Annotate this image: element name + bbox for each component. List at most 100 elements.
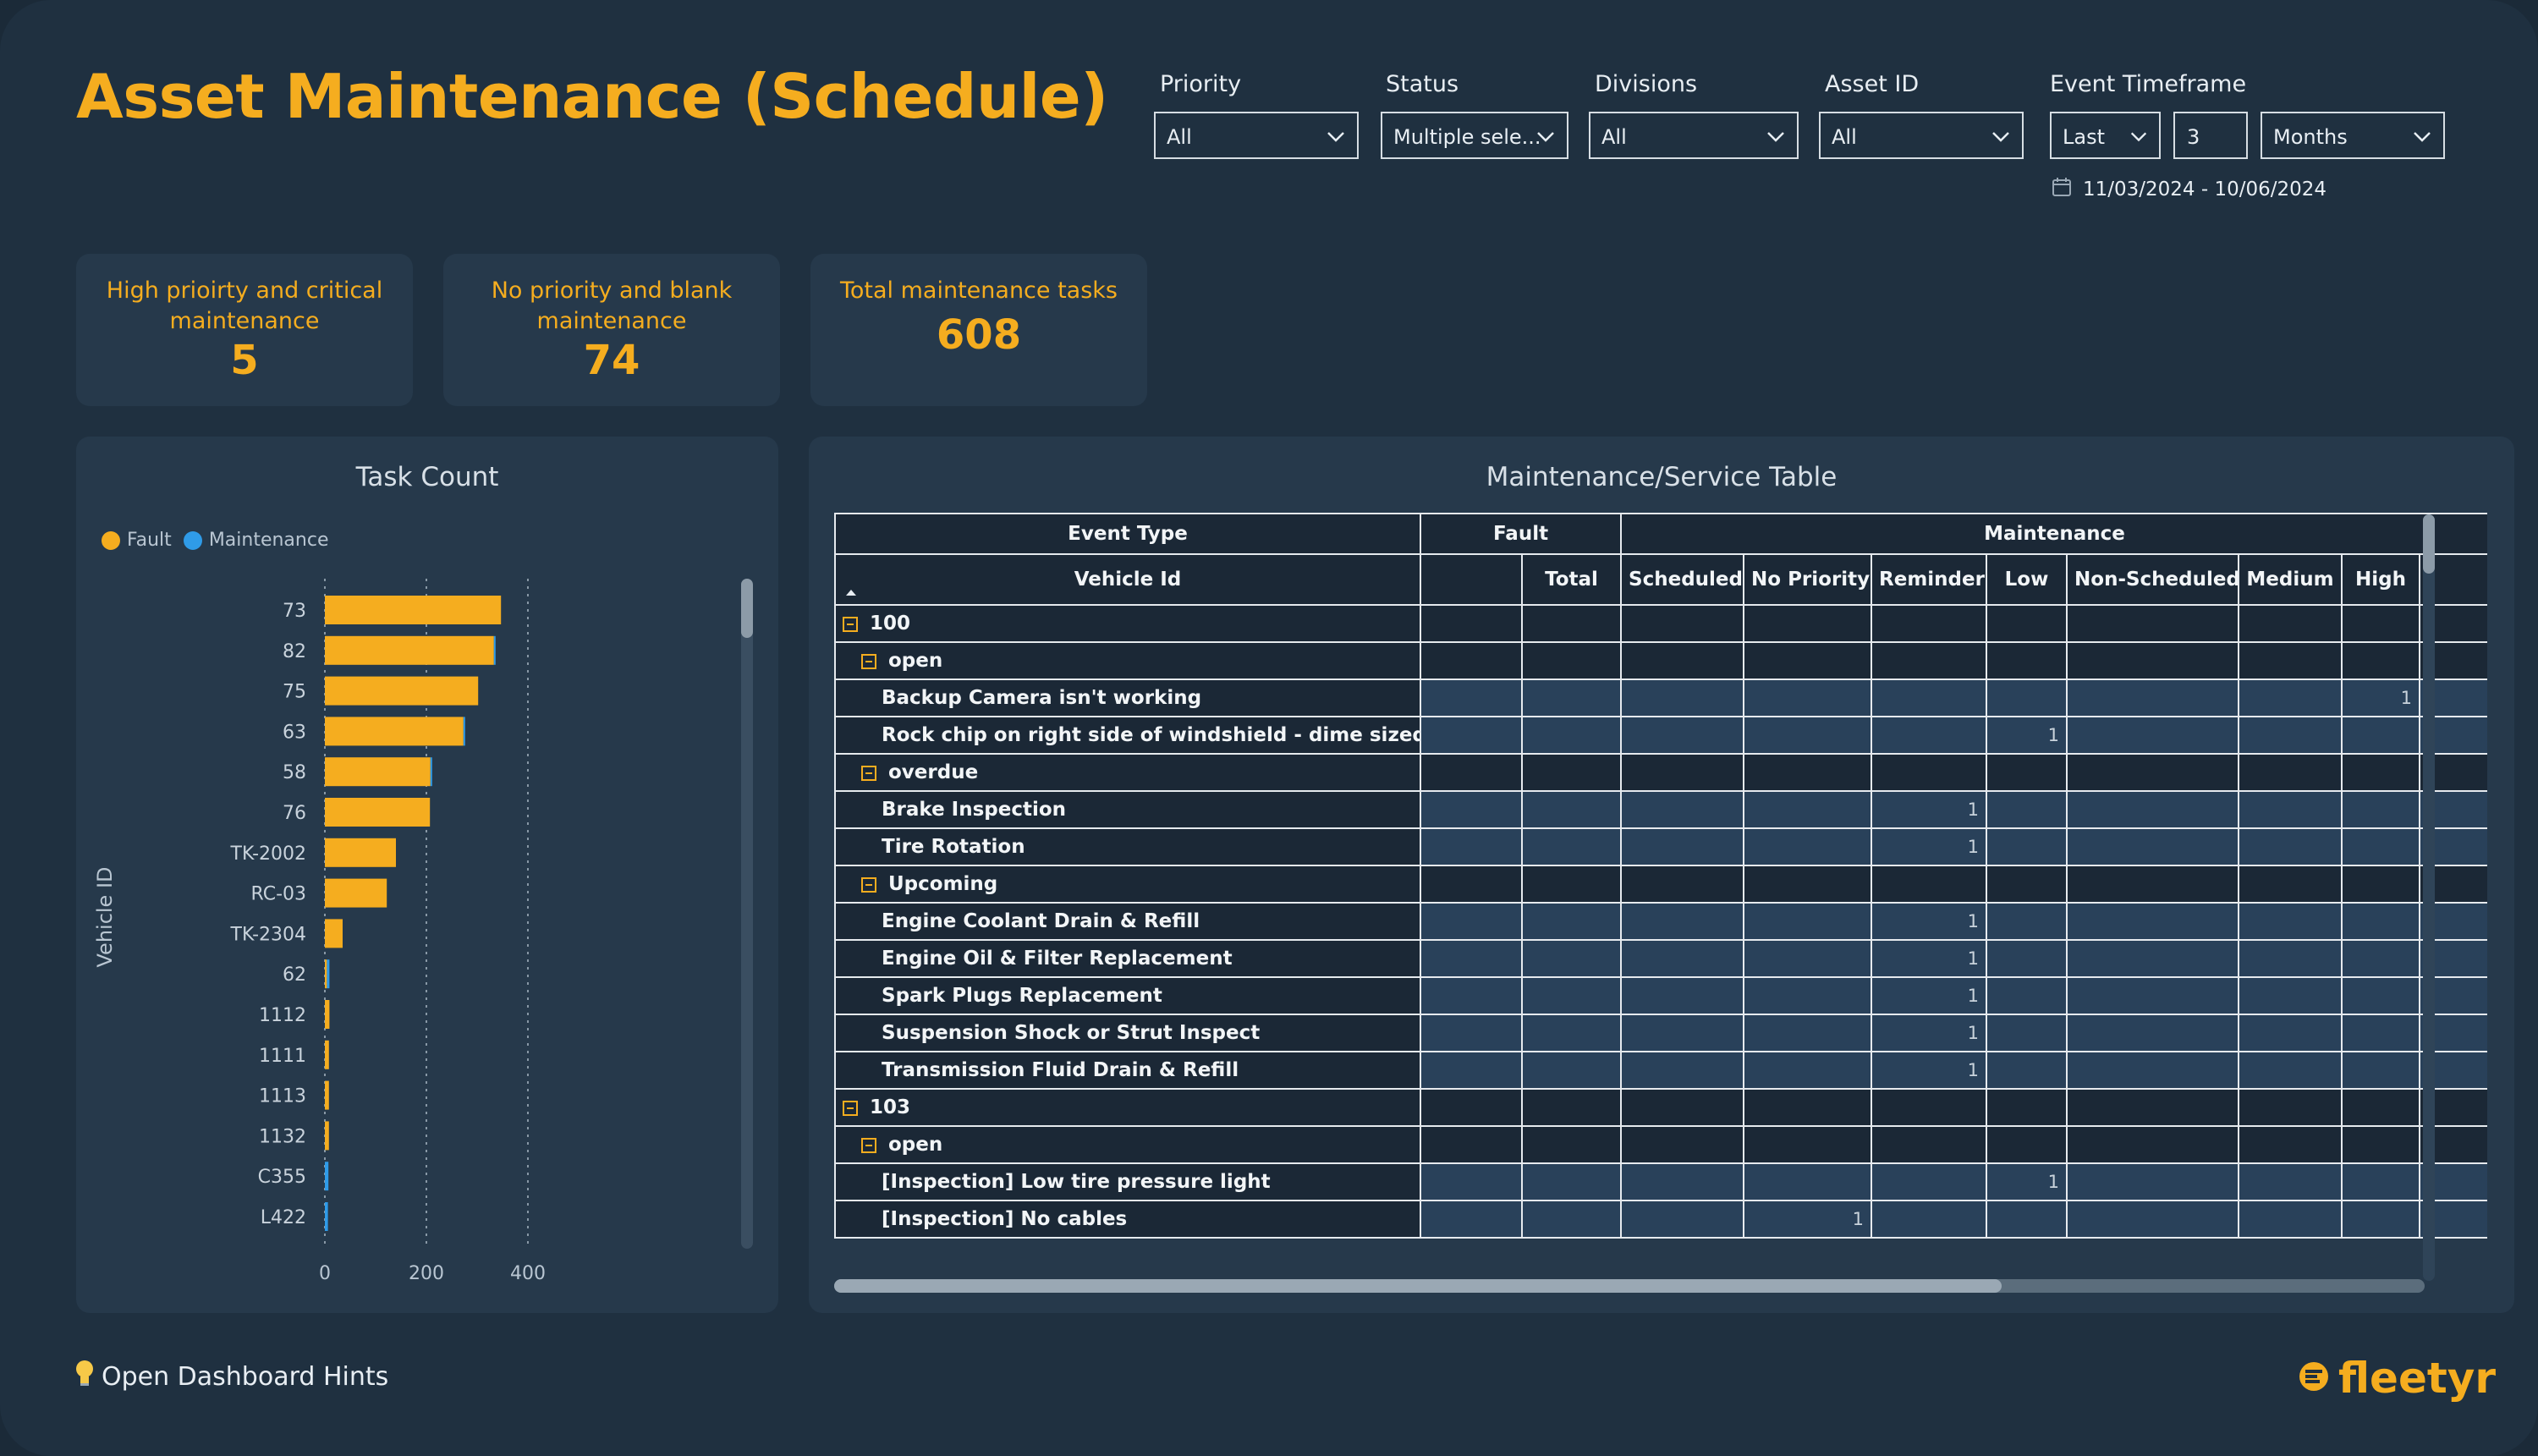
table-group-row[interactable]: open — [834, 1125, 2487, 1164]
bar-fault-76[interactable] — [325, 798, 431, 827]
collapse-icon[interactable] — [861, 1137, 876, 1153]
chart-scrollbar-thumb[interactable] — [741, 579, 753, 638]
page-title: Asset Maintenance (Schedule) — [76, 61, 1108, 132]
bar-maintenance-82[interactable] — [493, 635, 496, 665]
table-cell — [2066, 939, 2240, 978]
header-col-reminder[interactable]: Reminder — [1871, 553, 1988, 606]
table-cell — [1620, 902, 1745, 941]
table-cell — [1620, 1200, 1745, 1239]
bar-fault-63[interactable] — [325, 717, 464, 746]
y-tick-label: 73 — [283, 601, 306, 622]
header-col[interactable] — [1420, 553, 1523, 606]
table-cell — [2066, 1200, 2240, 1239]
bar-maintenance-L422[interactable] — [325, 1202, 328, 1231]
timeframe-mode-dropdown[interactable]: Last — [2050, 112, 2161, 159]
table-row[interactable]: Suspension Shock or Strut Inspect 1 — [834, 1014, 2487, 1052]
header-vehicle-id[interactable]: Vehicle Id — [834, 553, 1421, 606]
table-row[interactable]: [Inspection] Low tire pressure light 1 — [834, 1162, 2487, 1201]
priority-dropdown[interactable]: All — [1154, 112, 1359, 159]
table-row[interactable]: Transmission Fluid Drain & Refill 1 — [834, 1051, 2487, 1090]
table-row[interactable]: Rock chip on right side of windshield - … — [834, 716, 2487, 755]
bar-fault-TK-2002[interactable] — [325, 838, 396, 867]
header-vehicle-id-label: Vehicle Id — [1074, 569, 1182, 591]
bar-fault-73[interactable] — [325, 596, 502, 624]
legend-maintenance-label[interactable]: Maintenance — [208, 530, 329, 551]
table-group-row[interactable]: open — [834, 641, 2487, 680]
table-cell — [2341, 902, 2421, 941]
collapse-icon[interactable] — [843, 1100, 858, 1116]
kpi-label: Total maintenance tasks — [839, 277, 1118, 304]
table-cell — [1520, 939, 1623, 978]
table-row[interactable]: Spark Plugs Replacement 1 — [834, 976, 2487, 1015]
bar-maintenance-63[interactable] — [463, 717, 465, 746]
table-cell — [1520, 1162, 1623, 1201]
table-row[interactable]: Backup Camera isn't working 1 — [834, 679, 2487, 717]
scrollbar-thumb[interactable] — [834, 1279, 2002, 1293]
table-cell — [1420, 790, 1523, 829]
header-col-high[interactable]: High — [2341, 553, 2421, 606]
sort-ascending-icon[interactable] — [844, 580, 858, 602]
header-fault[interactable]: Fault — [1419, 513, 1623, 555]
bar-fault-1113[interactable] — [325, 1080, 329, 1110]
table-cell — [1986, 976, 2068, 1015]
table-group-row[interactable]: 103 — [834, 1088, 2487, 1127]
open-dashboard-hints-link[interactable]: Open Dashboard Hints — [73, 1359, 388, 1394]
header-col-low[interactable]: Low — [1986, 553, 2068, 606]
table-row[interactable]: Engine Coolant Drain & Refill 1 — [834, 902, 2487, 941]
bar-fault-62[interactable] — [325, 959, 327, 989]
table-cell — [1743, 1051, 1873, 1090]
bar-fault-1111[interactable] — [325, 1040, 329, 1069]
table-cell — [2341, 641, 2421, 680]
row-label: [Inspection] No cables — [882, 1208, 1128, 1230]
table-row[interactable]: Tire Rotation 1 — [834, 827, 2487, 866]
header-event-type[interactable]: Event Type — [834, 513, 1421, 555]
table-group-row[interactable]: overdue — [834, 753, 2487, 792]
bar-maintenance-C355[interactable] — [325, 1162, 329, 1191]
bar-maintenance-58[interactable] — [430, 757, 432, 787]
status-dropdown[interactable]: Multiple sele... — [1381, 112, 1568, 159]
collapse-icon[interactable] — [843, 616, 858, 632]
legend-fault-swatch — [102, 530, 120, 550]
collapse-icon[interactable] — [861, 653, 876, 669]
table-row[interactable]: Engine Oil & Filter Replacement 1 — [834, 939, 2487, 978]
status-filter-label: Status — [1386, 71, 1459, 97]
legend-fault-label[interactable]: Fault — [127, 530, 172, 551]
divisions-dropdown[interactable]: All — [1589, 112, 1799, 159]
header-col-total[interactable]: Total — [1520, 553, 1623, 606]
scrollbar-thumb[interactable] — [2423, 514, 2435, 574]
table-cell — [1620, 604, 1745, 643]
table-cell — [1520, 604, 1623, 643]
bar-fault-1132[interactable] — [325, 1121, 329, 1151]
collapse-icon[interactable] — [861, 765, 876, 781]
header-col-medium[interactable]: Medium — [2238, 553, 2343, 606]
table-row[interactable]: Brake Inspection 1 — [834, 790, 2487, 829]
timeframe-unit-dropdown[interactable]: Months — [2261, 112, 2445, 159]
bar-maintenance-62[interactable] — [327, 959, 330, 989]
chart-scrollbar[interactable] — [741, 579, 753, 1249]
asset-id-dropdown[interactable]: All — [1819, 112, 2024, 159]
timeframe-mode-value: Last — [2063, 125, 2105, 149]
bar-fault-75[interactable] — [325, 676, 479, 706]
header-col-scheduled[interactable]: Scheduled — [1620, 553, 1745, 606]
row-label-cell: Spark Plugs Replacement — [834, 976, 1421, 1015]
collapse-icon[interactable] — [861, 876, 876, 893]
table-group-row[interactable]: Upcoming — [834, 865, 2487, 904]
bar-fault-TK-2304[interactable] — [325, 919, 343, 948]
divisions-filter-label: Divisions — [1595, 71, 1698, 97]
header-col-no-priority[interactable]: No Priority — [1743, 553, 1873, 606]
header-col-non-scheduled[interactable]: Non-Scheduled — [2066, 553, 2240, 606]
bar-fault-82[interactable] — [325, 635, 494, 665]
row-label: Engine Oil & Filter Replacement — [882, 948, 1233, 970]
maintenance-table-viewport[interactable]: Event Type Fault Maintenance Vehicle Id … — [834, 513, 2487, 1283]
bar-fault-1112[interactable] — [325, 1000, 330, 1029]
table-cell — [1743, 976, 1873, 1015]
table-vertical-scrollbar[interactable] — [2423, 514, 2435, 1281]
header-maintenance[interactable]: Maintenance — [1620, 513, 2487, 555]
timeframe-amount-input[interactable]: 3 — [2173, 112, 2248, 159]
table-row[interactable]: [Inspection] No cables 1 — [834, 1200, 2487, 1239]
table-group-row[interactable]: 100 — [834, 604, 2487, 643]
bar-fault-58[interactable] — [325, 757, 431, 787]
kpi-label: No priority and blank maintenance — [491, 277, 733, 334]
bar-fault-RC-03[interactable] — [325, 878, 387, 908]
table-horizontal-scrollbar[interactable] — [834, 1279, 2425, 1293]
